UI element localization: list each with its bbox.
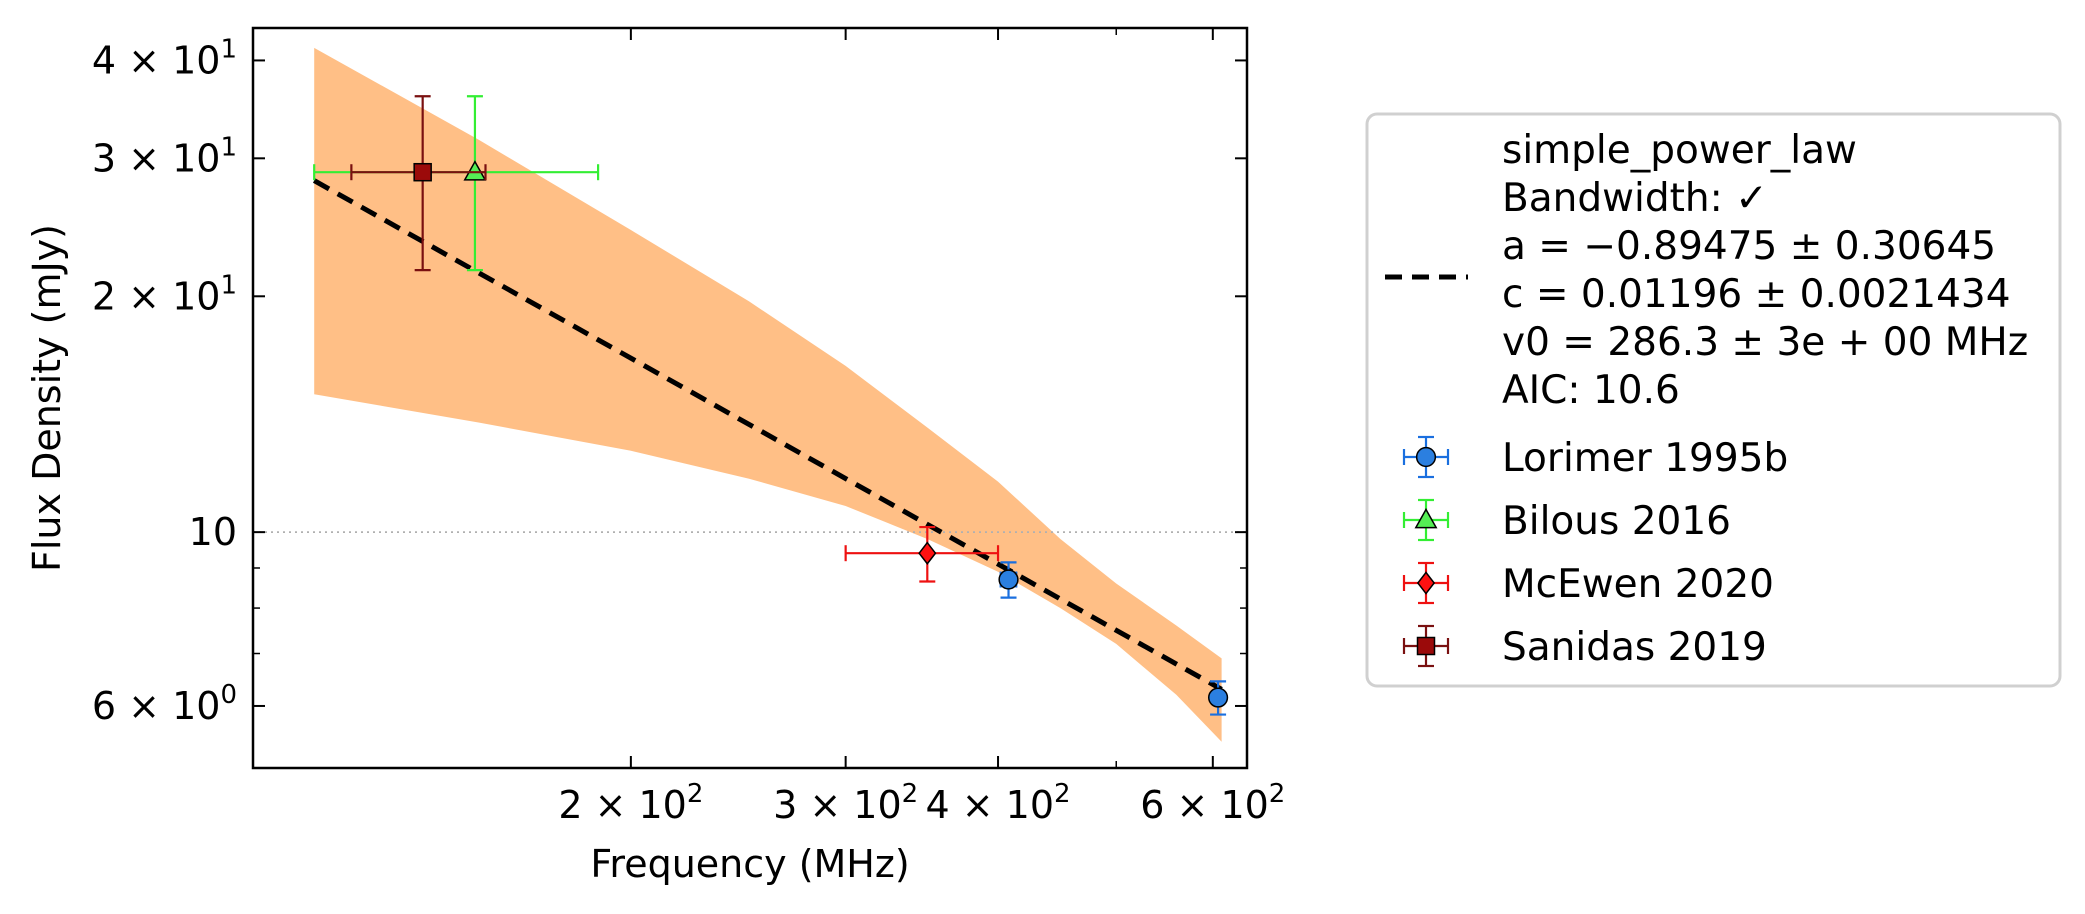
data-points-layer — [313, 95, 1229, 716]
legend-model-line: a = −0.89475 ± 0.30645 — [1502, 224, 1996, 269]
mcewen-2020-point — [918, 541, 937, 565]
y-tick-label: 10 — [189, 510, 237, 554]
legend-model-line: AIC: 10.6 — [1502, 368, 1680, 413]
y-tick-label: 4 × 101 — [92, 34, 237, 82]
y-axis-ticks: 4 × 101 3 × 101 2 × 101 10 6 × 100 — [92, 34, 1247, 728]
uncertainty-band — [314, 47, 1222, 742]
legend-mcewen-2020-label: McEwen 2020 — [1502, 562, 1774, 607]
x-axis-label: Frequency (MHz) — [590, 842, 909, 886]
sanidas-2019-point — [413, 162, 432, 182]
y-tick-label: 3 × 101 — [92, 132, 237, 180]
legend-model-line: simple_power_law — [1502, 128, 1857, 173]
y-tick-label: 6 × 100 — [92, 680, 237, 728]
lorimer-1995b-point — [1207, 687, 1229, 708]
bilous-2016-point — [463, 160, 487, 181]
legend-model-line: Bandwidth: ✓ — [1502, 176, 1768, 221]
fit-line — [312, 178, 1223, 692]
legend-frame — [1365, 112, 2062, 688]
x-tick-label: 6 × 102 — [1140, 779, 1285, 827]
legend-bilous-2016-marker — [1414, 507, 1438, 529]
fit-line-layer — [312, 178, 1223, 692]
legend-mcewen-2020-marker — [1416, 571, 1436, 595]
y-tick-label: 2 × 101 — [92, 270, 237, 318]
x-tick-label: 3 × 102 — [773, 779, 918, 827]
x-axis-ticks: 2 × 102 3 × 102 4 × 102 6 × 102 — [558, 28, 1285, 827]
legend-lorimer-1995b-label: Lorimer 1995b — [1502, 436, 1788, 481]
legend-sanidas-2019-label: Sanidas 2019 — [1502, 625, 1767, 670]
x-tick-label: 4 × 102 — [925, 779, 1070, 827]
legend-bilous-2016-label: Bilous 2016 — [1502, 499, 1731, 544]
legend-model-line: c = 0.01196 ± 0.0021434 — [1502, 272, 2011, 317]
uncertainty-band-layer — [314, 47, 1222, 742]
y-axis-label: Flux Density (mJy) — [25, 224, 69, 572]
legend-sanidas-2019-marker — [1416, 636, 1436, 656]
legend-model-line: v0 = 286.3 ± 3e + 00 MHz — [1502, 320, 2028, 365]
plot-frame — [251, 26, 1249, 770]
legend-lorimer-1995b-marker — [1415, 446, 1437, 468]
x-tick-label: 2 × 102 — [558, 779, 703, 827]
lorimer-1995b-point — [998, 569, 1019, 590]
